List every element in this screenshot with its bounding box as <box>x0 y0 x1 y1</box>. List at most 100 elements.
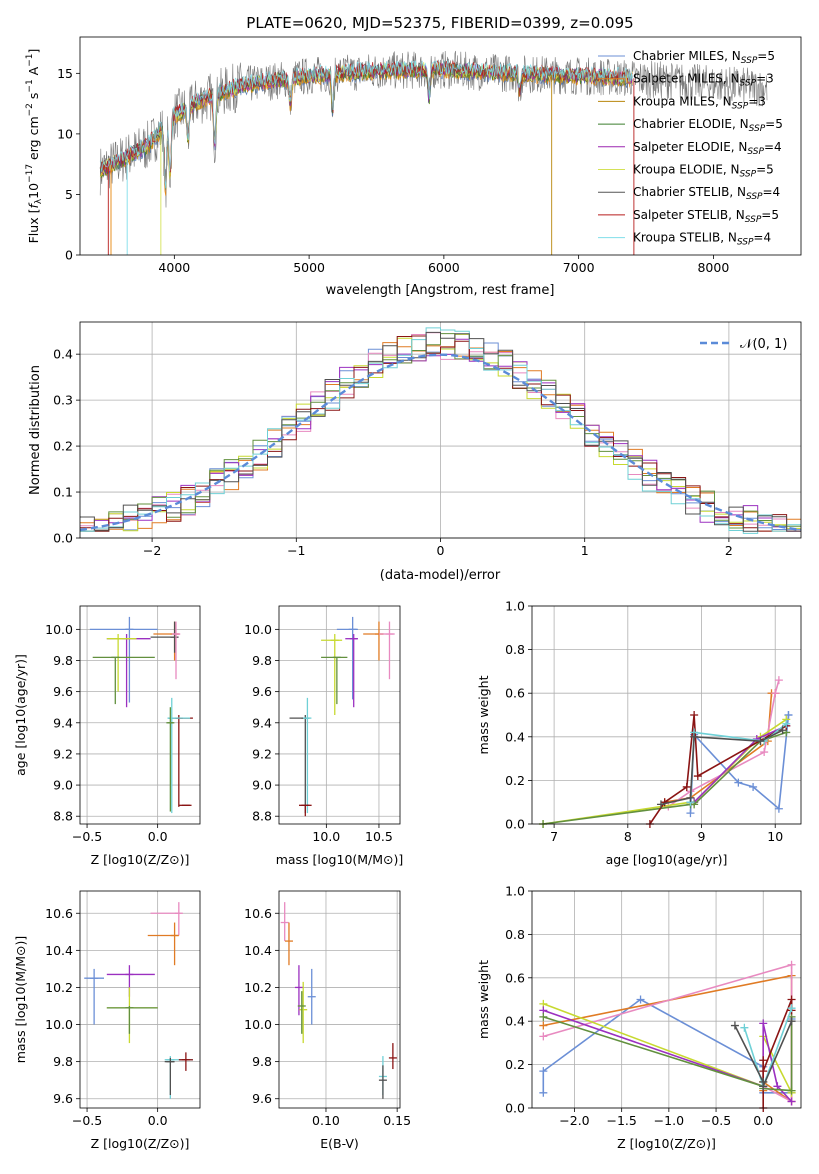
legend-subscript: SSP <box>745 215 762 225</box>
x-tick-label: 7000 <box>563 260 595 275</box>
x-tick-label: 9 <box>698 829 706 844</box>
plus-marker <box>734 778 743 787</box>
legend-value: =5 <box>756 163 774 177</box>
y-axis-label: mass [log10(M/M⊙)] <box>13 936 28 1064</box>
plus-marker <box>730 1021 739 1030</box>
data-point <box>297 991 306 1034</box>
legend-entry: Chabrier ELODIE, NSSP=5 <box>633 117 783 134</box>
data-point <box>84 968 104 1025</box>
x-tick-label: 10.5 <box>365 829 393 844</box>
legend-subscript: SSP <box>746 192 763 202</box>
legend-entry: Salpeter MILES, NSSP=3 <box>633 72 774 89</box>
y-tick-label: 1.0 <box>505 599 525 614</box>
y-tick-label: 0.1 <box>53 485 73 500</box>
x-tick-label: 8 <box>624 829 632 844</box>
legend-subscript: SSP <box>740 79 757 89</box>
data-point <box>106 634 137 692</box>
weight-vs-age-panel: 7 8 9 10 0.0 0.2 0.4 0.6 0.8 1.0 age [log10(age/yr… <box>476 599 802 867</box>
plus-marker <box>749 782 758 791</box>
y-tick-label: 9.6 <box>53 1091 73 1106</box>
y-tick-label: 5 <box>65 187 73 202</box>
data-point <box>89 616 158 703</box>
legend-name: Chabrier MILES, N <box>633 49 741 63</box>
axes-frame <box>278 890 401 1109</box>
plus-marker <box>740 1023 749 1032</box>
y-axis-label: age [log10(age/yr)] <box>13 654 28 776</box>
y-tick-label: 9.4 <box>252 715 272 730</box>
y-tick-label: 9.2 <box>53 746 73 761</box>
age-vs-metallicity-panel: −0.5 0.0 8.8 9.0 9.2 9.4 9.6 9.8 10.0 Z [log10(Z/… <box>13 605 201 867</box>
x-tick-label: 10 <box>767 829 783 844</box>
data-point <box>289 715 310 814</box>
data-point <box>171 621 181 680</box>
plus-marker <box>787 1017 796 1026</box>
y-tick-label: 0.6 <box>505 970 525 985</box>
y-tick-label: 9.6 <box>252 1091 272 1106</box>
legend-value: =3 <box>748 94 766 108</box>
data-point <box>106 965 155 997</box>
x-tick-label: 4000 <box>158 260 190 275</box>
y-axis-label: Normed distribution <box>28 365 43 495</box>
y-tick-label: 9.8 <box>252 653 272 668</box>
x-axis-label: mass [log10(M/M⊙)] <box>276 852 404 867</box>
legend-value: =4 <box>763 185 781 199</box>
y-axis-label: Flux [fλ10−17 erg cm−2 s−1 A−1] <box>25 49 44 244</box>
legend-entry: Chabrier MILES, NSSP=5 <box>633 49 775 66</box>
data-point <box>307 968 316 1025</box>
age-vs-mass-panel: 10.0 10.5 8.8 9.0 9.2 9.4 9.6 9.8 10.0 mass [log1… <box>244 605 404 867</box>
y-tick-label: 0.4 <box>53 347 73 362</box>
y-tick-label: 0.8 <box>505 642 525 657</box>
weight-vs-metallicity-panel: −2.0 −1.5 −1.0 −0.5 0.0 0.0 0.2 0.4 0.6 0.8 1.0 Z [… <box>476 884 802 1151</box>
data-point <box>164 1057 175 1096</box>
plus-marker <box>759 1056 768 1065</box>
plus-marker <box>787 995 796 1004</box>
y-tick-label: 0.2 <box>53 439 73 454</box>
y-axis-label: mass weight <box>476 675 491 754</box>
y-tick-label: 0.2 <box>505 773 525 788</box>
x-tick-label: 8000 <box>697 260 729 275</box>
legend-name: Chabrier ELODIE, N <box>633 117 749 131</box>
axes-frame <box>278 605 401 825</box>
plus-marker <box>787 960 796 969</box>
y-tick-label: 0.3 <box>53 393 73 408</box>
y-tick-label: 9.2 <box>252 746 272 761</box>
legend-subscript: SSP <box>747 147 764 157</box>
y-tick-label: 9.8 <box>53 653 73 668</box>
data-point <box>336 616 358 700</box>
y-tick-label: 10 <box>57 126 73 141</box>
y-tick-label: 9.8 <box>252 1054 272 1069</box>
x-tick-label: 5000 <box>293 260 325 275</box>
y-tick-label: 8.8 <box>252 809 272 824</box>
y-tick-label: 10.4 <box>244 943 272 958</box>
x-tick-label: 2 <box>725 543 733 558</box>
x-tick-label: −0.5 <box>72 829 102 844</box>
legend-subscript: SSP <box>741 56 758 66</box>
residual-histogram <box>80 335 801 532</box>
plus-marker <box>778 726 787 735</box>
plus-marker <box>771 689 780 698</box>
y-tick-label: 0 <box>65 248 73 263</box>
data-point <box>106 634 151 708</box>
plus-marker <box>787 1097 796 1106</box>
plus-marker <box>686 793 695 802</box>
y-tick-label: 9.0 <box>252 778 272 793</box>
data-point <box>388 1043 397 1070</box>
model-spectrum-line <box>100 60 633 189</box>
legend-entry: Kroupa STELIB, NSSP=4 <box>633 231 771 248</box>
x-tick-label: −1 <box>287 543 305 558</box>
data-point <box>299 981 308 1044</box>
model-spectrum-line <box>99 63 633 196</box>
x-tick-label: 7 <box>550 829 558 844</box>
x-axis-label: Z [log10(Z/Z⊙)] <box>91 1136 190 1151</box>
x-tick-label: −1.5 <box>606 1113 636 1128</box>
x-tick-label: 0.10 <box>312 1113 340 1128</box>
plus-marker <box>774 804 783 813</box>
data-point <box>284 922 293 966</box>
legend-name: Kroupa MILES, N <box>633 94 732 108</box>
data-point <box>280 902 289 942</box>
plus-marker <box>690 711 699 719</box>
plus-marker <box>787 1004 796 1013</box>
x-axis-label: age [log10(age/yr)] <box>606 852 728 867</box>
legend-value: =3 <box>756 72 774 86</box>
